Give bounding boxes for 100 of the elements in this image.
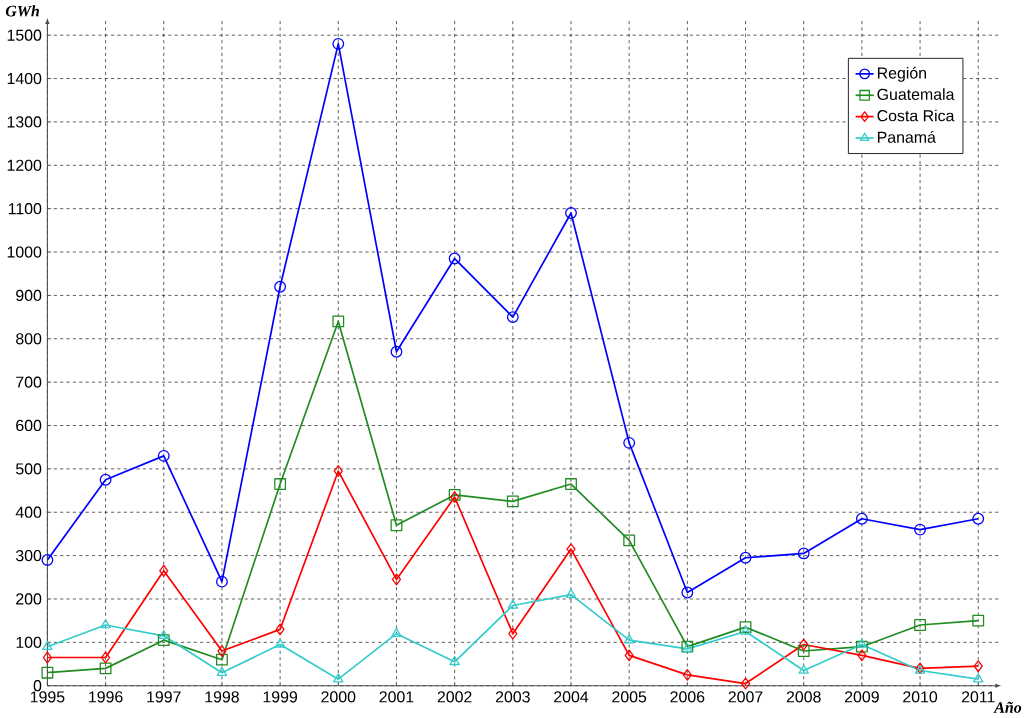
x-tick-label: 2008 [786,691,821,703]
point [972,614,985,627]
x-tick-label: 2009 [845,691,879,703]
legend-label: Guatemala [877,88,955,100]
point [506,311,519,323]
point [158,629,169,640]
y-tick-label: 800 [16,333,42,345]
x-tick-label: 2010 [903,691,938,703]
y-tick-label: 300 [15,549,42,562]
x-tick-label: 2003 [495,691,530,703]
y-axis-title: GWh [5,5,39,17]
point [797,645,810,657]
point [565,478,577,490]
point [623,634,635,644]
y-tick-label: 900 [16,289,42,301]
point [973,673,984,683]
y-tick-label: 1400 [7,72,42,85]
point [100,619,111,629]
point [42,640,53,650]
legend-label: Región [877,66,927,82]
y-tick-label: 1500 [7,29,42,41]
point [391,573,402,586]
point [507,599,519,609]
x-tick-label: 1998 [205,691,239,703]
point [624,649,634,662]
point [972,512,985,525]
point [623,436,636,449]
point [566,543,576,555]
point [275,623,285,636]
x-axis-title: Año [993,701,1022,713]
point [739,551,752,564]
point [332,315,345,328]
point [623,534,636,547]
point [390,519,403,532]
point [100,651,111,664]
y-tick-label: 500 [15,463,42,475]
point [215,653,228,666]
y-tick-label: 100 [16,636,42,648]
x-tick-label: 2000 [321,691,356,703]
point [157,634,170,647]
point [99,473,112,486]
point [855,512,868,525]
y-tick-label: 400 [15,506,42,518]
point [681,586,694,599]
point [508,627,518,640]
point [159,564,169,577]
y-tick-label: 200 [16,593,42,605]
point [41,666,54,679]
y-tick-label: 1100 [8,202,42,215]
x-tick-label: 1999 [263,691,298,703]
x-tick-label: 2001 [379,691,414,703]
point [798,664,809,674]
legend-label: Panamá [877,130,936,143]
point [448,252,461,265]
point [390,345,403,358]
point [99,662,112,675]
point [856,638,868,648]
x-tick-label: 1997 [147,691,181,703]
y-tick-label: 600 [16,419,42,432]
point [274,638,286,648]
legend-label: Costa Rica [877,109,955,122]
point [565,207,577,219]
x-tick-label: 2006 [670,691,705,703]
point [506,495,519,508]
x-tick-label: 2004 [554,691,589,703]
point [914,523,926,536]
point [333,465,343,477]
y-tick-label: 700 [16,376,42,388]
point [855,640,868,653]
point [332,37,345,50]
point [391,627,402,637]
point [973,660,983,673]
x-tick-label: 2002 [437,691,472,703]
point [740,625,751,635]
point [797,547,810,560]
x-tick-label: 1996 [89,691,123,703]
point [740,677,751,690]
y-tick-label: 1000 [7,246,42,258]
point [216,666,228,676]
y-tick-label: 1300 [7,116,42,128]
x-tick-label: 2007 [728,691,763,703]
point [274,280,287,293]
y-tick-label: 1200 [7,159,42,171]
point [857,649,867,662]
x-tick-label: 2005 [612,691,647,703]
point [682,668,692,681]
point [799,638,809,651]
point [217,645,227,657]
point [41,553,54,566]
point [333,673,344,683]
y-tick-label: 0 [33,680,42,692]
x-tick-label: 2011 [961,691,995,703]
point [274,478,287,490]
point [42,651,53,664]
point [157,449,170,462]
point [565,588,577,598]
x-tick-label: 1995 [30,691,65,703]
point [914,619,926,631]
point [215,575,228,588]
point [739,621,752,634]
